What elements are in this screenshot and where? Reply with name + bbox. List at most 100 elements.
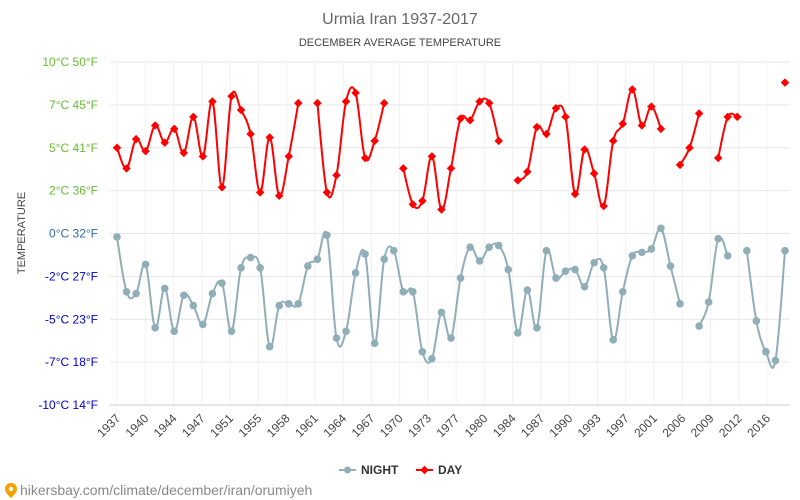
data-point-night[interactable] [542,246,551,255]
data-point-night[interactable] [580,282,589,291]
data-point-night[interactable] [723,251,732,260]
data-point-day[interactable] [284,152,294,161]
data-point-night[interactable] [351,269,360,277]
data-point-day[interactable] [255,188,265,197]
data-point-night[interactable] [514,329,522,337]
data-point-night[interactable] [695,322,703,330]
data-point-night[interactable] [218,279,226,288]
data-point-night[interactable] [466,243,474,252]
data-point-night[interactable] [666,262,675,270]
data-point-night[interactable] [132,289,140,298]
data-point-day[interactable] [294,98,303,108]
legend-item-night[interactable]: NIGHT [339,463,399,477]
data-point-night[interactable] [447,334,455,342]
data-point-day[interactable] [494,136,503,146]
data-point-night[interactable] [475,257,484,265]
data-point-night[interactable] [151,324,159,332]
data-point-day[interactable] [694,109,704,118]
data-point-day[interactable] [513,176,523,185]
data-point-night[interactable] [237,264,245,272]
data-point-day[interactable] [399,164,408,173]
data-point-night[interactable] [714,234,722,243]
data-point-night[interactable] [189,301,198,310]
data-point-day[interactable] [150,121,160,130]
data-point-night[interactable] [141,260,150,269]
data-point-day[interactable] [179,148,189,158]
data-point-night[interactable] [170,327,179,336]
data-point-day[interactable] [236,105,246,115]
data-point-night[interactable] [752,317,761,325]
data-point-night[interactable] [523,286,532,294]
data-point-day[interactable] [265,133,274,142]
source-credit[interactable]: hikersbay.com/climate/december/iran/orum… [5,482,312,498]
data-point-day[interactable] [484,98,494,108]
data-point-night[interactable] [533,324,541,332]
data-point-night[interactable] [180,291,188,300]
data-point-night[interactable] [599,264,608,272]
data-point-night[interactable] [370,339,379,348]
data-point-day[interactable] [456,114,465,123]
data-point-day[interactable] [418,196,427,206]
data-point-night[interactable] [561,267,570,276]
data-point-night[interactable] [704,298,713,306]
data-point-day[interactable] [608,136,618,146]
data-point-night[interactable] [313,255,322,264]
data-point-night[interactable] [265,342,274,351]
data-point-night[interactable] [122,288,131,296]
data-point-night[interactable] [294,300,303,308]
data-point-day[interactable] [208,97,217,106]
data-point-day[interactable] [122,164,131,173]
data-point-day[interactable] [656,124,666,134]
data-point-day[interactable] [227,92,236,101]
data-point-night[interactable] [418,348,427,356]
data-point-day[interactable] [217,182,227,192]
legend-item-day[interactable]: DAY [416,463,462,477]
data-point-day[interactable] [685,143,694,152]
data-point-day[interactable] [313,98,322,108]
data-point-night[interactable] [399,288,408,296]
data-point-night[interactable] [590,258,598,267]
data-point-night[interactable] [284,300,293,308]
data-point-night[interactable] [342,327,350,336]
data-point-night[interactable] [657,224,665,233]
data-point-night[interactable] [485,243,493,252]
data-point-day[interactable] [561,112,570,122]
data-point-day[interactable] [780,78,790,87]
data-point-night[interactable] [552,274,560,282]
data-point-day[interactable] [332,170,341,180]
data-point-night[interactable] [380,255,389,264]
data-point-night[interactable] [389,246,398,255]
data-point-day[interactable] [465,116,475,125]
data-point-night[interactable] [743,246,751,255]
data-point-night[interactable] [199,320,207,329]
data-point-day[interactable] [475,97,484,106]
data-point-night[interactable] [409,288,417,296]
data-point-night[interactable] [494,241,503,250]
data-point-day[interactable] [532,122,542,132]
data-point-day[interactable] [360,153,370,163]
data-point-day[interactable] [370,136,379,146]
data-point-night[interactable] [428,354,436,363]
data-point-night[interactable] [227,327,236,336]
data-point-night[interactable] [762,348,770,356]
data-point-night[interactable] [456,274,465,282]
data-point-night[interactable] [208,289,217,298]
data-point-day[interactable] [189,112,198,122]
data-point-night[interactable] [275,301,284,310]
data-point-day[interactable] [322,188,332,197]
data-point-night[interactable] [571,265,579,274]
data-point-day[interactable] [198,152,208,161]
data-point-night[interactable] [618,288,627,296]
data-point-day[interactable] [274,191,284,201]
data-point-day[interactable] [351,88,360,98]
data-point-day[interactable] [112,143,122,152]
data-point-day[interactable] [408,200,418,209]
data-point-night[interactable] [361,250,369,258]
data-point-night[interactable] [504,265,513,274]
data-point-day[interactable] [523,167,532,177]
data-point-night[interactable] [628,251,637,260]
data-point-day[interactable] [713,153,723,163]
data-point-day[interactable] [341,97,351,106]
data-point-night[interactable] [113,233,121,241]
data-point-night[interactable] [256,264,264,272]
